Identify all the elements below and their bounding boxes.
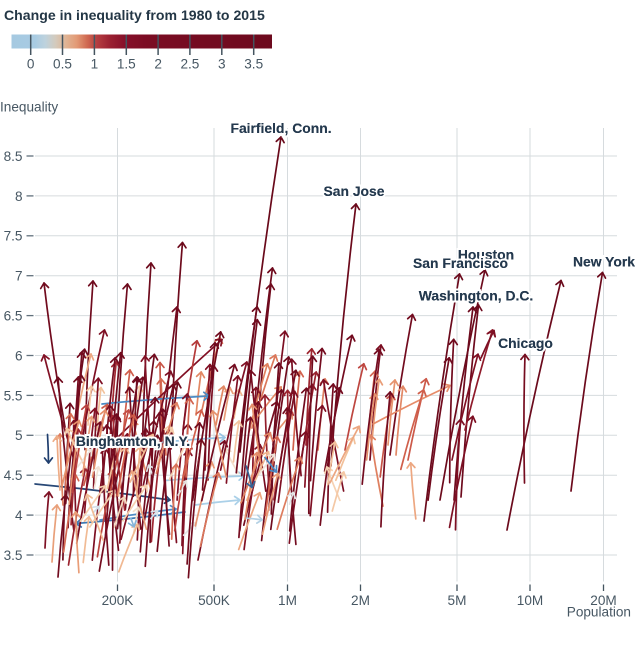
svg-text:3.5: 3.5 [244,56,263,71]
svg-text:New York: New York [573,254,635,270]
svg-text:5.5: 5.5 [4,388,23,403]
svg-text:Fairfield, Conn.: Fairfield, Conn. [230,120,331,136]
svg-text:Chicago: Chicago [498,335,553,351]
svg-text:8: 8 [15,189,23,204]
svg-text:San Francisco: San Francisco [413,255,508,271]
svg-text:New York: New York [573,254,635,270]
svg-text:6: 6 [15,348,23,363]
svg-text:200K: 200K [102,593,134,608]
svg-text:Inequality: Inequality [0,100,58,115]
svg-text:Houston: Houston [458,247,514,263]
svg-text:6.5: 6.5 [4,309,23,324]
svg-text:4: 4 [15,508,23,523]
svg-text:Washington, D.C.: Washington, D.C. [419,288,533,304]
svg-text:20M: 20M [590,593,616,608]
svg-text:San Jose: San Jose [324,183,385,199]
svg-text:3.5: 3.5 [4,548,23,563]
svg-text:2M: 2M [351,593,370,608]
svg-text:Binghamton, N.Y.: Binghamton, N.Y. [76,433,190,449]
svg-text:7.5: 7.5 [4,229,23,244]
svg-text:8.5: 8.5 [4,149,23,164]
svg-text:Washington, D.C.: Washington, D.C. [419,288,533,304]
svg-text:0.5: 0.5 [53,56,72,71]
svg-text:1.5: 1.5 [117,56,136,71]
svg-text:2: 2 [154,56,162,71]
svg-text:0: 0 [27,56,35,71]
svg-text:5M: 5M [448,593,467,608]
svg-text:San Francisco: San Francisco [413,255,508,271]
svg-text:Population: Population [567,605,631,620]
svg-text:San Jose: San Jose [324,183,385,199]
svg-text:3: 3 [218,56,226,71]
svg-text:Chicago: Chicago [498,335,553,351]
svg-text:10M: 10M [517,593,543,608]
svg-text:7: 7 [15,269,23,284]
svg-text:4.5: 4.5 [4,468,23,483]
svg-text:500K: 500K [198,593,230,608]
svg-text:Fairfield, Conn.: Fairfield, Conn. [230,120,331,136]
svg-text:Change in inequality from 1980: Change in inequality from 1980 to 2015 [4,7,265,23]
svg-text:1M: 1M [278,593,297,608]
svg-text:Houston: Houston [458,247,514,263]
svg-text:1: 1 [91,56,99,71]
svg-text:2.5: 2.5 [180,56,199,71]
svg-text:5: 5 [15,428,23,443]
svg-text:Binghamton, N.Y.: Binghamton, N.Y. [76,433,190,449]
